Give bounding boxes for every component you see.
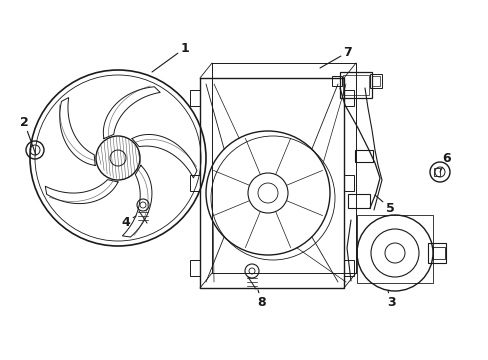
Text: 8: 8 xyxy=(257,290,266,309)
Bar xyxy=(343,175,353,191)
Bar xyxy=(343,90,353,106)
Bar xyxy=(432,247,444,259)
Bar xyxy=(433,168,439,176)
Bar xyxy=(371,76,379,86)
Bar xyxy=(342,75,368,95)
Text: 6: 6 xyxy=(439,152,450,172)
Bar xyxy=(331,76,341,86)
Bar xyxy=(190,260,200,276)
Text: 5: 5 xyxy=(374,195,393,215)
Bar xyxy=(343,260,353,276)
Text: 7: 7 xyxy=(319,45,352,68)
Bar xyxy=(369,74,381,88)
Bar xyxy=(356,215,432,283)
Bar xyxy=(347,194,369,208)
Bar xyxy=(354,150,372,162)
Text: 4: 4 xyxy=(122,216,136,229)
Bar xyxy=(190,175,200,191)
Bar xyxy=(339,72,371,98)
Bar xyxy=(427,243,445,263)
Text: 3: 3 xyxy=(387,291,395,309)
Text: 2: 2 xyxy=(20,116,36,155)
Bar xyxy=(190,90,200,106)
Text: 1: 1 xyxy=(152,41,189,72)
